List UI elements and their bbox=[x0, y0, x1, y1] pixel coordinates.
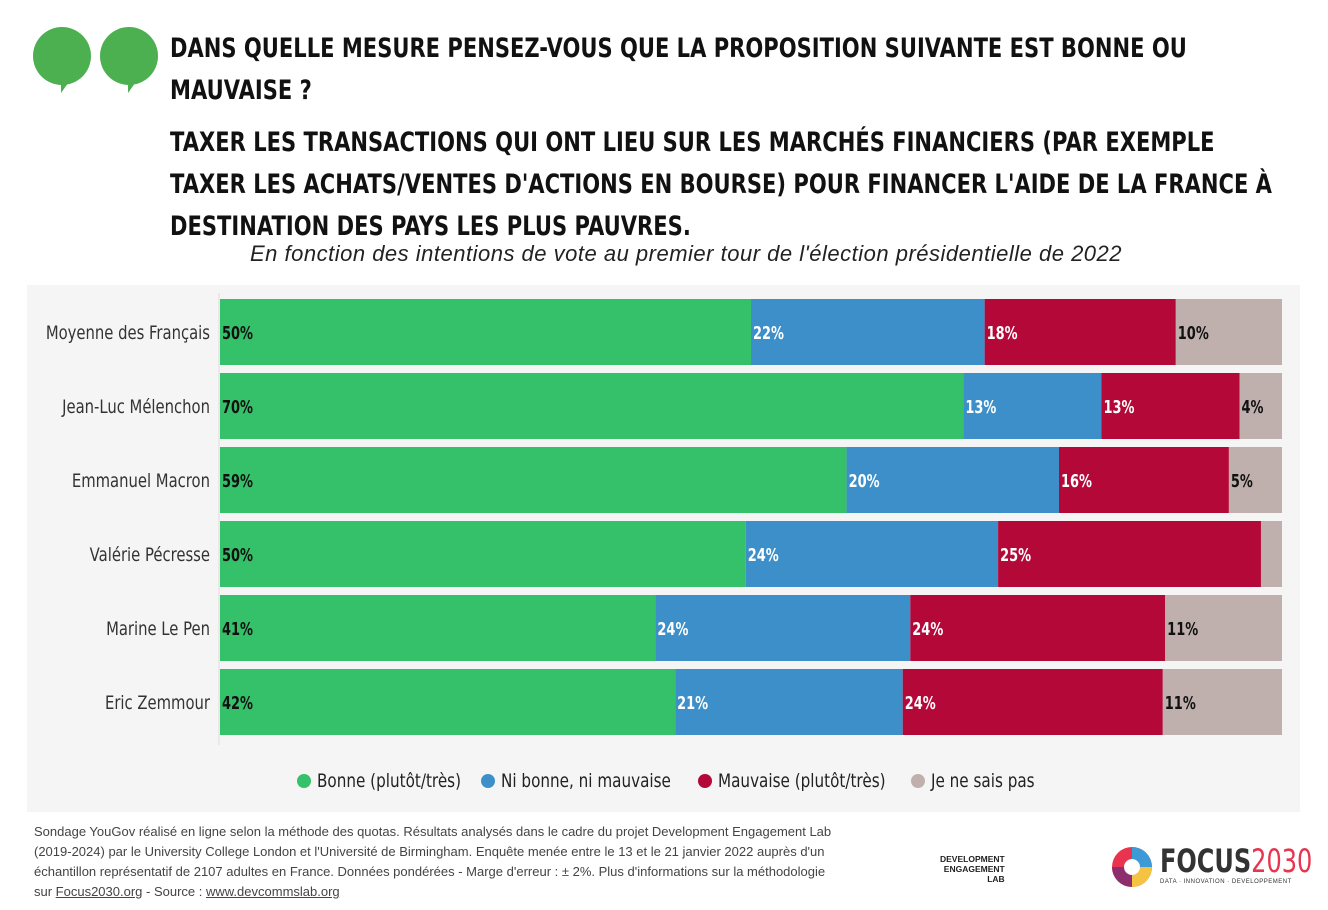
category-label: Emmanuel Macron bbox=[72, 470, 210, 492]
bar-segment bbox=[220, 373, 964, 439]
bar-segment bbox=[751, 299, 985, 365]
bar-segment bbox=[1165, 595, 1282, 661]
data-label: 22% bbox=[753, 322, 784, 344]
legend-label: Mauvaise (plutôt/très) bbox=[717, 770, 886, 792]
data-label: 59% bbox=[222, 470, 253, 492]
page-title: Dans quelle mesure pensez-vous que la pr… bbox=[170, 28, 1293, 248]
quote-icon bbox=[100, 27, 158, 93]
legend-dot-icon bbox=[697, 774, 712, 788]
bar-segment bbox=[655, 595, 911, 661]
data-label: 24% bbox=[905, 692, 936, 714]
bar-segment bbox=[902, 669, 1163, 735]
legend-item: Ni bonne, ni mauvaise bbox=[481, 770, 683, 792]
bar-segment bbox=[220, 299, 751, 365]
title-proposition: Taxer les transactions qui ont lieu sur … bbox=[170, 127, 1272, 242]
source-link[interactable]: www.devcommslab.org bbox=[205, 884, 340, 899]
bar-segment bbox=[675, 669, 903, 735]
bar-segment bbox=[1101, 373, 1240, 439]
bar-segment bbox=[984, 299, 1176, 365]
category-label: Jean-Luc Mélenchon bbox=[61, 396, 210, 418]
bar-segment bbox=[220, 521, 746, 587]
focus2030-logo: FOCUS2030 bbox=[1160, 842, 1313, 880]
bar-segment bbox=[1162, 669, 1282, 735]
chart-panel: Moyenne des Français 50% 22% 18% 10% Jean-Luc… bbox=[27, 285, 1300, 812]
category-label: Marine Le Pen bbox=[106, 618, 210, 640]
bar-segment bbox=[963, 373, 1102, 439]
bar-segment bbox=[998, 521, 1261, 587]
title-question: Dans quelle mesure pensez-vous que la pr… bbox=[170, 33, 1187, 106]
del-logo: DEVELOPMENT ENGAGEMENT LAB bbox=[940, 854, 1005, 884]
footer-note: Sondage YouGov réalisé en ligne selon la… bbox=[34, 824, 832, 899]
data-label: 13% bbox=[965, 396, 996, 418]
data-label: 70% bbox=[222, 396, 253, 418]
bar-segment bbox=[846, 447, 1059, 513]
legend-item: Mauvaise (plutôt/très) bbox=[697, 770, 897, 792]
legend-dot-icon bbox=[911, 774, 926, 788]
data-label: 18% bbox=[987, 322, 1018, 344]
data-label: 4% bbox=[1242, 396, 1264, 418]
data-label: 20% bbox=[849, 470, 880, 492]
focus-link[interactable]: Focus2030.org bbox=[55, 884, 143, 899]
category-label: Valérie Pécresse bbox=[90, 544, 210, 566]
bar-segment bbox=[220, 669, 676, 735]
category-label: Moyenne des Français bbox=[46, 322, 210, 344]
category-label: Eric Zemmour bbox=[105, 692, 210, 714]
legend-dot-icon bbox=[297, 774, 312, 788]
legend-label: Ni bonne, ni mauvaise bbox=[501, 770, 672, 792]
chart-subtitle: En fonction des intentions de vote au pr… bbox=[250, 241, 1123, 266]
bar-segment bbox=[745, 521, 999, 587]
bar-segment bbox=[1058, 447, 1229, 513]
data-label: 11% bbox=[1165, 692, 1196, 714]
quote-icon bbox=[33, 27, 91, 93]
legend-label: Bonne (plutôt/très) bbox=[317, 770, 462, 792]
data-label: 16% bbox=[1061, 470, 1092, 492]
data-label: 11% bbox=[1167, 618, 1198, 640]
bar-segment bbox=[1239, 373, 1282, 439]
data-label: 13% bbox=[1103, 396, 1134, 418]
legend-item: Je ne sais pas bbox=[911, 770, 1035, 792]
legend-dot-icon bbox=[481, 774, 496, 788]
bar-segment bbox=[1260, 521, 1282, 587]
data-label: 42% bbox=[222, 692, 253, 714]
bar-segment bbox=[220, 595, 656, 661]
stacked-bar-chart: Moyenne des Français 50% 22% 18% 10% Jean-Luc… bbox=[46, 293, 1282, 745]
data-label: 25% bbox=[1000, 544, 1031, 566]
bar-segment bbox=[910, 595, 1166, 661]
data-label: 50% bbox=[222, 544, 253, 566]
focus2030-tagline: DATA · INNOVATION · DEVELOPPEMENT bbox=[1160, 879, 1292, 885]
data-label: 10% bbox=[1178, 322, 1209, 344]
legend-item: Bonne (plutôt/très) bbox=[297, 770, 467, 792]
bar-segment bbox=[220, 447, 847, 513]
focus2030-logo-icon bbox=[1112, 847, 1152, 887]
bar-segment bbox=[1228, 447, 1282, 513]
data-label: 24% bbox=[912, 618, 943, 640]
data-label: 24% bbox=[748, 544, 779, 566]
bar-segment bbox=[1175, 299, 1282, 365]
data-label: 50% bbox=[222, 322, 253, 344]
data-label: 21% bbox=[677, 692, 708, 714]
data-label: 24% bbox=[657, 618, 688, 640]
legend: Bonne (plutôt/très) Ni bonne, ni mauvaise… bbox=[0, 770, 1328, 792]
data-label: 5% bbox=[1231, 470, 1253, 492]
legend-label: Je ne sais pas bbox=[931, 770, 1035, 792]
data-label: 41% bbox=[222, 618, 253, 640]
